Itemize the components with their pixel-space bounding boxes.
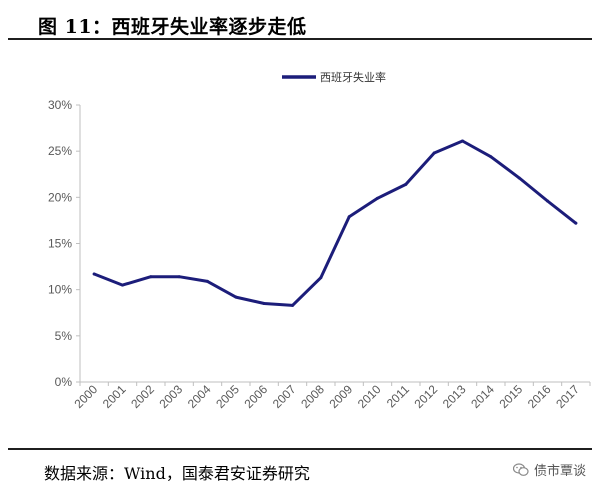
x-tick-label: 2006 [242, 382, 271, 411]
x-tick-label: 2001 [100, 382, 129, 411]
y-tick-label: 5% [55, 329, 73, 343]
data-point [92, 272, 96, 276]
data-point [206, 279, 209, 283]
figure-title: 图 11：西班牙失业率逐步走低 [38, 16, 307, 38]
data-point [404, 182, 408, 186]
x-tick-label: 2009 [327, 382, 356, 411]
legend-label: 西班牙失业率 [320, 70, 386, 84]
data-point [177, 275, 181, 279]
data-point [376, 196, 379, 200]
data-point [517, 176, 521, 180]
data-point [149, 275, 153, 279]
data-point [262, 302, 266, 306]
y-tick-label: 25% [48, 144, 72, 158]
x-tick-label: 2002 [128, 382, 157, 411]
x-tick-label: 2003 [157, 382, 186, 411]
x-tick-label: 2017 [553, 382, 582, 411]
x-tick-label: 2007 [270, 382, 299, 411]
data-point [234, 295, 238, 299]
y-tick-label: 10% [48, 283, 72, 297]
figure-footer: 数据来源：Wind，国泰君安证券研究 债市覃谈 [8, 448, 592, 488]
x-tick-label: 2005 [213, 382, 242, 411]
x-tick-label: 2010 [355, 382, 384, 411]
y-tick-label: 15% [48, 237, 72, 251]
line-chart: 0%5%10%15%20%25%30%2000 2001 2002 2003 2004 2… [48, 70, 591, 411]
x-tick-label: 2013 [440, 382, 469, 411]
figure-title-bar: 图 11：西班牙失业率逐步走低 [8, 6, 592, 40]
watermark: 债市覃谈 [512, 460, 586, 479]
y-tick-label: 20% [48, 190, 72, 204]
data-point [291, 303, 294, 307]
y-tick-label: 0% [55, 375, 73, 389]
data-point [347, 215, 351, 219]
x-tick-label: 2000 [72, 382, 101, 411]
series-line [92, 139, 578, 307]
data-point [489, 155, 493, 159]
x-tick-label: 2011 [384, 382, 412, 410]
x-tick-label: 2008 [298, 382, 327, 411]
data-point [461, 139, 464, 143]
data-point [121, 283, 124, 287]
x-tick-label: 2015 [497, 382, 526, 411]
x-tick-label: 2004 [185, 382, 214, 411]
watermark-text: 债市覃谈 [533, 464, 586, 479]
data-point [432, 151, 436, 155]
x-tick-label: 2014 [468, 382, 497, 411]
x-tick-label: 2016 [525, 382, 554, 411]
wechat-icon [512, 462, 529, 476]
x-tick-label: 2012 [412, 382, 441, 411]
data-point [546, 199, 549, 203]
data-source: 数据来源：Wind，国泰君安证券研究 [44, 464, 310, 483]
data-point [319, 276, 323, 280]
data-point [574, 221, 578, 225]
y-tick-label: 30% [48, 98, 72, 112]
